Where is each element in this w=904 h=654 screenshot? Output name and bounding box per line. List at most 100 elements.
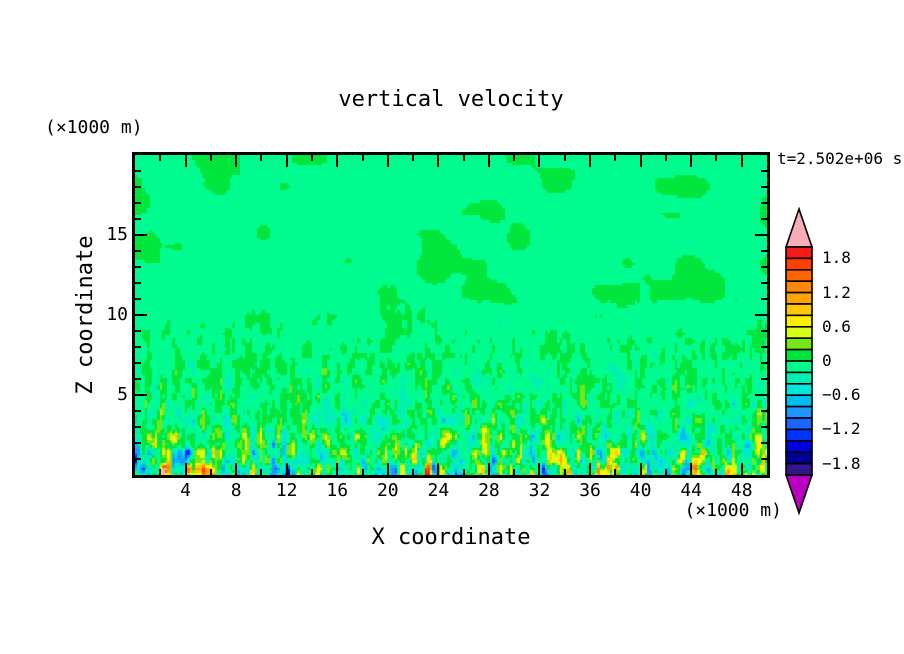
colorbar-segment <box>785 257 813 271</box>
tick-mark <box>761 250 767 252</box>
x-tick-label: 44 <box>680 480 702 501</box>
tick-mark <box>159 469 161 475</box>
tick-mark <box>286 463 288 475</box>
tick-mark <box>412 155 414 161</box>
x-tick-label: 48 <box>730 480 753 501</box>
tick-mark <box>761 458 767 460</box>
tick-mark <box>135 202 141 204</box>
tick-mark <box>362 469 364 475</box>
colorbar-segment <box>785 337 813 351</box>
tick-mark <box>235 463 237 475</box>
tick-mark <box>614 155 616 161</box>
colorbar-segment <box>785 303 813 317</box>
time-annotation: t=2.502e+06 s <box>777 149 903 168</box>
tick-mark <box>755 234 767 236</box>
z-axis-title: Z coordinate <box>73 235 98 395</box>
x-tick-label: 32 <box>528 480 551 501</box>
colorbar-segment <box>785 291 813 305</box>
colorbar-tick-label: −1.8 <box>822 453 861 473</box>
tick-mark <box>311 469 313 475</box>
x-tick-label: 8 <box>230 480 242 501</box>
tick-mark <box>463 155 465 161</box>
z-tick-label: 10 <box>106 304 128 325</box>
colorbar <box>784 206 814 516</box>
tick-mark <box>761 442 767 444</box>
tick-mark <box>640 463 642 475</box>
colorbar-arrow <box>784 474 814 516</box>
tick-mark <box>741 155 743 167</box>
tick-mark <box>640 155 642 167</box>
tick-mark <box>761 170 767 172</box>
tick-mark <box>311 155 313 161</box>
tick-mark <box>761 202 767 204</box>
tick-mark <box>362 155 364 161</box>
tick-mark <box>135 186 141 188</box>
colorbar-segment <box>785 451 813 465</box>
tick-mark <box>761 426 767 428</box>
tick-mark <box>135 346 141 348</box>
x-tick-label: 36 <box>579 480 601 501</box>
colorbar-segment <box>785 326 813 340</box>
tick-mark <box>135 394 147 396</box>
tick-mark <box>185 463 187 475</box>
colorbar-segment <box>785 394 813 408</box>
tick-mark <box>589 463 591 475</box>
tick-mark <box>135 234 147 236</box>
tick-mark <box>614 469 616 475</box>
colorbar-arrow <box>784 206 814 248</box>
colorbar-segment <box>785 371 813 385</box>
tick-mark <box>260 469 262 475</box>
colorbar-segment <box>785 440 813 454</box>
tick-mark <box>135 170 141 172</box>
colorbar-segment <box>785 405 813 419</box>
tick-mark <box>387 155 389 167</box>
tick-mark <box>755 314 767 316</box>
tick-mark <box>690 463 692 475</box>
colorbar-segment <box>785 269 813 283</box>
tick-mark <box>260 155 262 161</box>
tick-mark <box>538 155 540 167</box>
tick-mark <box>336 463 338 475</box>
colorbar-tick-label: −0.6 <box>822 385 861 405</box>
colorbar-segment <box>785 383 813 397</box>
tick-mark <box>336 155 338 167</box>
colorbar-segment <box>785 348 813 362</box>
z-axis-units-label: (×1000 m) <box>45 117 143 138</box>
tick-mark <box>135 378 141 380</box>
tick-mark <box>761 266 767 268</box>
tick-mark <box>755 394 767 396</box>
plot-title: vertical velocity <box>338 87 564 112</box>
tick-mark <box>690 155 692 167</box>
colorbar-tick-label: 0 <box>822 351 832 370</box>
x-tick-label: 24 <box>427 480 450 501</box>
x-tick-label: 20 <box>376 480 399 501</box>
tick-mark <box>412 469 414 475</box>
tick-mark <box>513 155 515 161</box>
tick-mark <box>437 463 439 475</box>
tick-mark <box>159 155 161 161</box>
tick-mark <box>185 155 187 167</box>
x-axis-units-label: (×1000 m) <box>684 500 782 521</box>
tick-mark <box>135 218 141 220</box>
x-tick-label: 28 <box>478 480 500 501</box>
tick-mark <box>665 469 667 475</box>
colorbar-segment <box>785 280 813 294</box>
tick-mark <box>589 155 591 167</box>
tick-mark <box>564 469 566 475</box>
tick-mark <box>761 346 767 348</box>
colorbar-segment <box>785 246 813 260</box>
tick-mark <box>387 463 389 475</box>
tick-mark <box>761 298 767 300</box>
x-axis-title: X coordinate <box>371 525 531 550</box>
tick-mark <box>538 463 540 475</box>
tick-mark <box>286 155 288 167</box>
tick-mark <box>135 458 141 460</box>
tick-mark <box>135 250 141 252</box>
vertical-velocity-heatmap <box>135 155 767 475</box>
tick-mark <box>761 282 767 284</box>
tick-mark <box>235 155 237 167</box>
plot-frame <box>132 152 770 478</box>
tick-mark <box>135 330 141 332</box>
x-tick-label: 4 <box>180 480 191 501</box>
colorbar-segment <box>785 428 813 442</box>
